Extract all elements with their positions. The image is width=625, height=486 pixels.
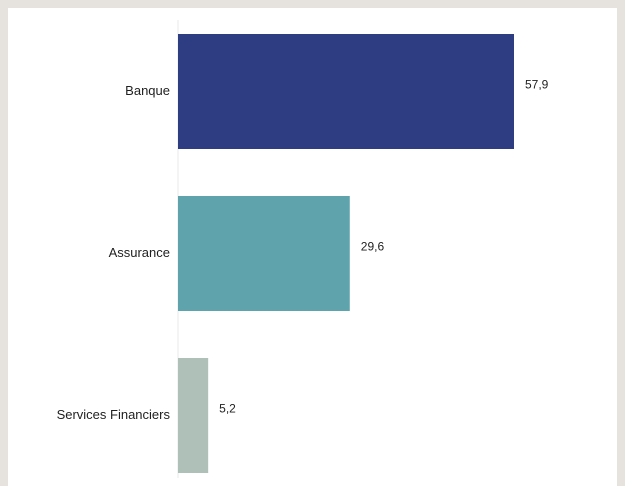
category-label-assurance: Assurance [109,245,170,260]
value-label-banque: 57,9 [525,78,549,92]
bar-chart: Banque 57,9 Assurance 29,6 Services Financie… [8,8,617,486]
category-label-banque: Banque [125,83,170,98]
chart-panel: Banque 57,9 Assurance 29,6 Services Financie… [8,8,617,486]
category-label-services-financiers: Services Financiers [57,407,171,422]
value-label-assurance: 29,6 [361,240,385,254]
value-label-services-financiers: 5,2 [219,402,236,416]
bar-assurance [178,196,350,311]
bar-banque [178,34,514,149]
bar-services-financiers [178,358,208,473]
